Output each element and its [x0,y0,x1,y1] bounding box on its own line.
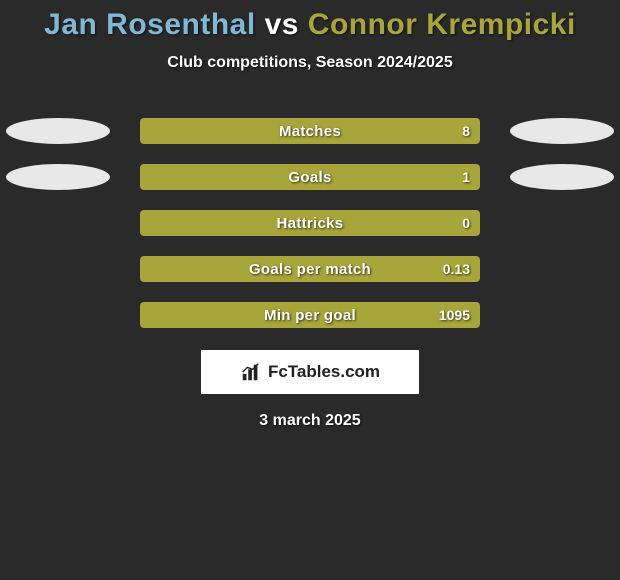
vs-separator: vs [265,8,299,41]
stat-bar: Min per goal 1095 [140,302,480,328]
player1-name: Jan Rosenthal [44,8,256,41]
stat-row: Matches 8 [0,108,620,154]
stat-bar: Hattricks 0 [140,210,480,236]
stat-label: Hattricks [277,215,344,232]
stat-bar: Goals 1 [140,164,480,190]
stat-row: Hattricks 0 [0,200,620,246]
page-title: Jan Rosenthal vs Connor Krempicki [0,8,620,42]
stat-bar: Goals per match 0.13 [140,256,480,282]
stat-value: 0.13 [443,261,470,277]
stat-row: Min per goal 1095 [0,292,620,338]
stat-label: Goals per match [249,261,371,278]
stat-value: 8 [462,123,470,139]
bar-chart-icon [240,361,262,383]
stats-area: Matches 8 Goals 1 Hattricks 0 Goals per match 0… [0,108,620,338]
player2-name: Connor Krempicki [308,8,576,41]
player2-ellipse [510,164,614,190]
stat-row: Goals per match 0.13 [0,246,620,292]
branding-badge: FcTables.com [201,350,419,394]
subtitle: Club competitions, Season 2024/2025 [0,54,620,72]
player2-ellipse [510,118,614,144]
branding-text: FcTables.com [268,362,380,382]
stat-value: 0 [462,215,470,231]
stat-label: Goals [288,169,331,186]
date-label: 3 march 2025 [0,412,620,430]
stat-label: Min per goal [264,307,356,324]
player1-ellipse [6,164,110,190]
stat-label: Matches [279,123,341,140]
stat-value: 1095 [439,307,470,323]
comparison-card: Jan Rosenthal vs Connor Krempicki Club c… [0,0,620,430]
player1-ellipse [6,118,110,144]
stat-bar: Matches 8 [140,118,480,144]
stat-value: 1 [462,169,470,185]
stat-row: Goals 1 [0,154,620,200]
